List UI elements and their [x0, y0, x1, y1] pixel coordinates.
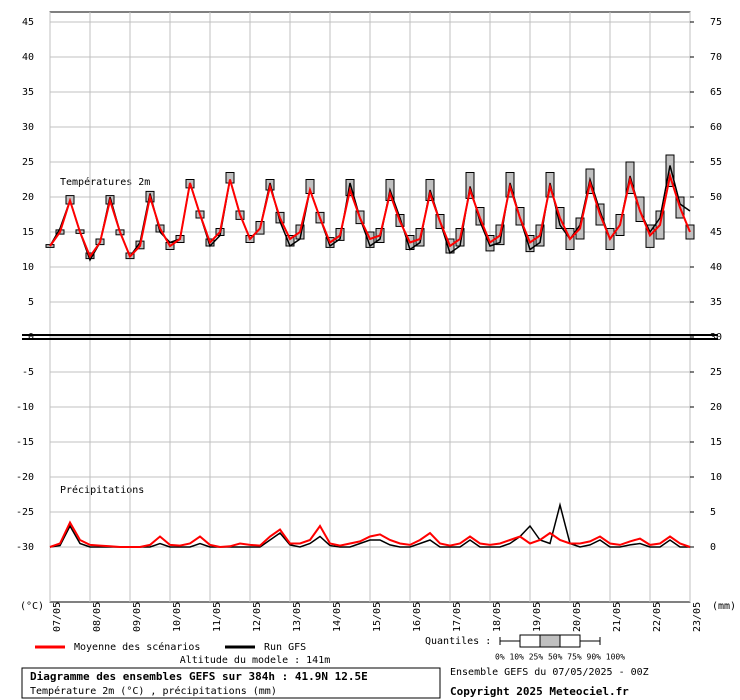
y2-tick-label: 55 [710, 157, 722, 168]
y2-tick-label: 25 [710, 367, 722, 378]
legend-label: Run GFS [264, 642, 306, 653]
y-tick-label: -10 [16, 402, 34, 413]
x-tick-label: 12/05 [252, 602, 263, 632]
x-tick-label: 13/05 [292, 602, 303, 632]
quantiles-labels: 0% 10% 25% 50% 75% 90% 100% [495, 653, 625, 662]
y2-tick-label: 5 [710, 507, 716, 518]
footer-subtitle: Température 2m (°C) , précipitations (mm… [30, 685, 277, 697]
y2-tick-label: 20 [710, 402, 722, 413]
copyright: Copyright 2025 Meteociel.fr [450, 685, 629, 698]
x-tick-label: 08/05 [92, 602, 103, 632]
panel-label: Températures 2m [60, 176, 150, 188]
y-axis-label: (°C) [20, 601, 44, 612]
box [465, 172, 475, 199]
quantiles-title: Quantiles : [425, 636, 491, 647]
y2-tick-label: 15 [710, 437, 722, 448]
y2-tick-label: 45 [710, 227, 722, 238]
y2-tick-label: 60 [710, 122, 722, 133]
x-tick-label: 17/05 [452, 602, 463, 632]
x-tick-label: 16/05 [412, 602, 423, 632]
run-info: Ensemble GEFS du 07/05/2025 - 00Z [450, 667, 649, 678]
quantiles-glyph [499, 634, 601, 648]
x-tick-label: 18/05 [492, 602, 503, 632]
x-tick-label: 11/05 [212, 602, 223, 632]
altitude: Altitude du modele : 141m [180, 655, 331, 666]
panel-label: Précipitations [60, 484, 144, 496]
y2-tick-label: 35 [710, 297, 722, 308]
y-tick-label: 15 [22, 227, 34, 238]
y-tick-label: -15 [16, 437, 34, 448]
y2-tick-label: 50 [710, 192, 722, 203]
y-tick-label: 5 [28, 297, 34, 308]
y2-tick-label: 30 [710, 332, 722, 343]
y-tick-label: 30 [22, 122, 34, 133]
x-tick-label: 23/05 [692, 602, 703, 632]
y2-tick-label: 10 [710, 472, 722, 483]
series-line [49, 172, 691, 259]
y-tick-label: 35 [22, 87, 34, 98]
y-tick-label: -25 [16, 507, 34, 518]
y-tick-label: 0 [28, 332, 34, 343]
y-tick-label: 10 [22, 262, 34, 273]
series-line [49, 520, 691, 549]
x-tick-label: 15/05 [372, 602, 383, 632]
series-line [49, 502, 690, 548]
y2-tick-label: 65 [710, 87, 722, 98]
y-tick-label: 40 [22, 52, 34, 63]
x-tick-label: 10/05 [172, 602, 183, 632]
x-tick-label: 20/05 [572, 602, 583, 632]
y-tick-label: -5 [22, 367, 34, 378]
y2-tick-label: 0 [710, 542, 716, 553]
y2-tick-label: 75 [710, 17, 722, 28]
y2-tick-label: 40 [710, 262, 722, 273]
x-tick-label: 09/05 [132, 602, 143, 632]
y2-axis-label: (mm) [712, 601, 736, 612]
box [665, 154, 675, 187]
legend-label: Moyenne des scénarios [74, 641, 200, 653]
x-tick-label: 14/05 [332, 602, 343, 632]
y2-tick-label: 70 [710, 52, 722, 63]
x-tick-label: 22/05 [652, 602, 663, 632]
x-tick-label: 07/05 [52, 602, 63, 632]
y-tick-label: -20 [16, 472, 34, 483]
grid [49, 12, 691, 602]
footer-box [21, 667, 441, 699]
y-tick-label: 25 [22, 157, 34, 168]
footer-title: Diagramme des ensembles GEFS sur 384h : … [30, 670, 368, 683]
x-tick-label: 21/05 [612, 602, 623, 632]
x-tick-label: 19/05 [532, 602, 543, 632]
y-tick-label: 45 [22, 17, 34, 28]
y-tick-label: -30 [16, 542, 34, 553]
y-tick-label: 20 [22, 192, 34, 203]
